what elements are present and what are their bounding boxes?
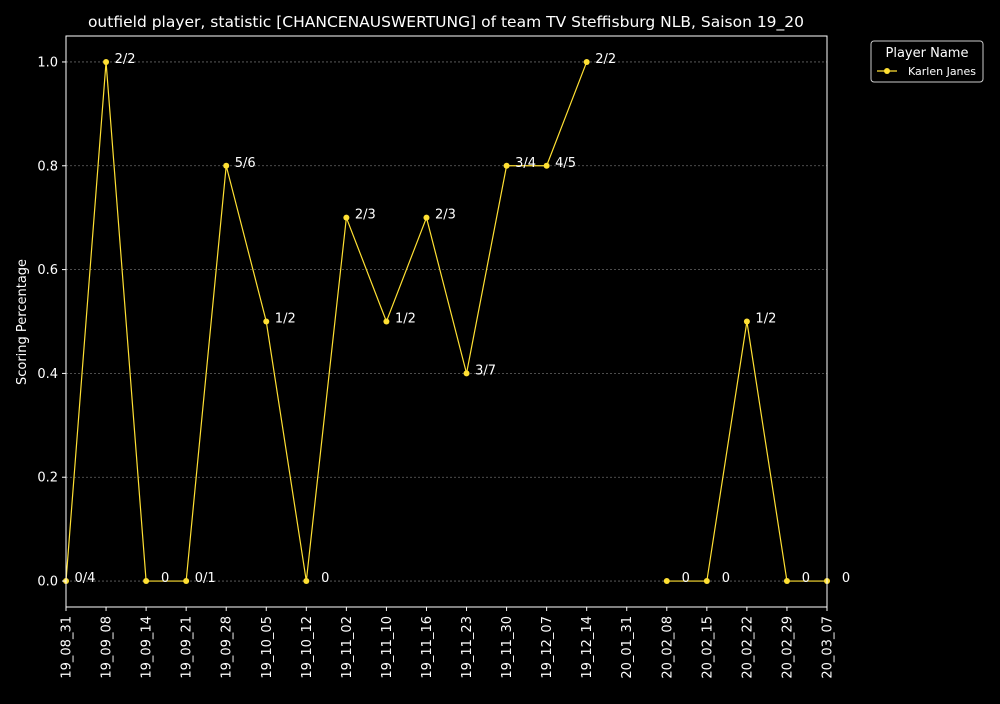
- x-tick-label: 19_10_05: [260, 616, 275, 679]
- data-point[interactable]: [143, 578, 150, 585]
- data-point[interactable]: [423, 214, 430, 221]
- series-layer: [63, 58, 830, 585]
- data-point[interactable]: [383, 318, 390, 325]
- legend[interactable]: Player Name Karlen Janes: [870, 40, 984, 83]
- data-point[interactable]: [663, 578, 670, 585]
- data-point[interactable]: [303, 578, 310, 585]
- x-tick-label: 19_09_21: [180, 616, 195, 679]
- data-point[interactable]: [743, 318, 750, 325]
- y-tick-label: 0.2: [37, 471, 58, 486]
- legend-entries: Karlen Janes: [877, 65, 976, 78]
- data-labels-layer: 0/4 2/2 0 0/1 5/6 1/2 0 2/3 1/2 2/3 3/7 3/4 4/5 2/2 0 0…: [75, 52, 851, 586]
- data-label: 0: [321, 571, 329, 586]
- data-point[interactable]: [263, 318, 270, 325]
- y-axis: 0.0 0.2 0.4 0.6 0.8 1.0: [37, 55, 66, 590]
- y-tick-label: 1.0: [37, 55, 58, 70]
- x-tick-label: 19_11_23: [460, 616, 475, 679]
- data-point[interactable]: [503, 162, 510, 169]
- y-tick-label: 0.8: [37, 159, 58, 174]
- data-label: 2/3: [355, 208, 376, 223]
- x-tick-label: 19_11_10: [380, 616, 395, 679]
- x-axis: 19_08_31 19_09_08 19_09_14 19_09_21 19_09_28…: [60, 607, 836, 679]
- data-label: 0: [161, 571, 169, 586]
- legend-entry-label: Karlen Janes: [908, 65, 976, 78]
- legend-box: [870, 40, 984, 83]
- data-label: 0: [802, 571, 810, 586]
- x-tick-label: 19_12_14: [580, 616, 595, 679]
- data-label: 3/4: [515, 156, 536, 171]
- y-tick-label: 0.6: [37, 263, 58, 278]
- plot-frame: [65, 35, 828, 608]
- x-tick-label: 19_08_31: [60, 616, 75, 679]
- grid-layer: [66, 61, 827, 582]
- y-axis-label: Scoring Percentage: [15, 259, 30, 385]
- x-tick-label: 20_02_15: [700, 616, 715, 679]
- x-tick-label: 19_11_16: [420, 616, 435, 679]
- x-tick-label: 19_09_14: [140, 616, 155, 679]
- data-point[interactable]: [543, 162, 550, 169]
- x-tick-label: 19_11_30: [500, 616, 515, 679]
- x-tick-label: 20_01_31: [620, 616, 635, 679]
- x-tick-label: 19_10_12: [300, 616, 315, 679]
- data-label: 2/3: [435, 208, 456, 223]
- x-tick-label: 19_11_02: [340, 616, 355, 679]
- data-point[interactable]: [223, 162, 230, 169]
- data-label: 0: [722, 571, 730, 586]
- data-label: 3/7: [475, 363, 496, 378]
- data-label: 0: [682, 571, 690, 586]
- data-label: 4/5: [555, 156, 576, 171]
- legend-point-marker: [884, 68, 890, 74]
- x-tick-label: 19_09_28: [220, 616, 235, 679]
- data-label: 1/2: [275, 312, 296, 327]
- data-label: 0: [842, 571, 850, 586]
- data-point[interactable]: [703, 578, 710, 585]
- data-label: 2/2: [595, 52, 616, 67]
- data-point[interactable]: [183, 578, 190, 585]
- y-tick-label: 0.4: [37, 367, 58, 382]
- data-label: 1/2: [395, 312, 416, 327]
- data-label: 5/6: [235, 156, 256, 171]
- x-tick-label: 20_03_07: [821, 616, 836, 679]
- x-tick-label: 20_02_29: [780, 616, 795, 679]
- data-label: 1/2: [755, 312, 776, 327]
- data-point[interactable]: [783, 578, 790, 585]
- y-tick-label: 0.0: [37, 575, 58, 590]
- series-line: [65, 61, 588, 582]
- data-point[interactable]: [103, 58, 110, 65]
- x-tick-label: 20_02_08: [660, 616, 675, 679]
- data-label: 0/1: [195, 571, 216, 586]
- data-point[interactable]: [343, 214, 350, 221]
- x-tick-label: 19_09_08: [100, 616, 115, 679]
- legend-title: Player Name: [886, 46, 969, 61]
- data-label: 0/4: [75, 571, 96, 586]
- x-tick-label: 19_12_07: [540, 616, 555, 679]
- data-point[interactable]: [463, 370, 470, 377]
- chart-title: outfield player, statistic [CHANCENAUSWE…: [88, 13, 804, 32]
- data-point[interactable]: [583, 58, 590, 65]
- x-tick-label: 20_02_22: [740, 616, 755, 679]
- data-label: 2/2: [115, 52, 136, 67]
